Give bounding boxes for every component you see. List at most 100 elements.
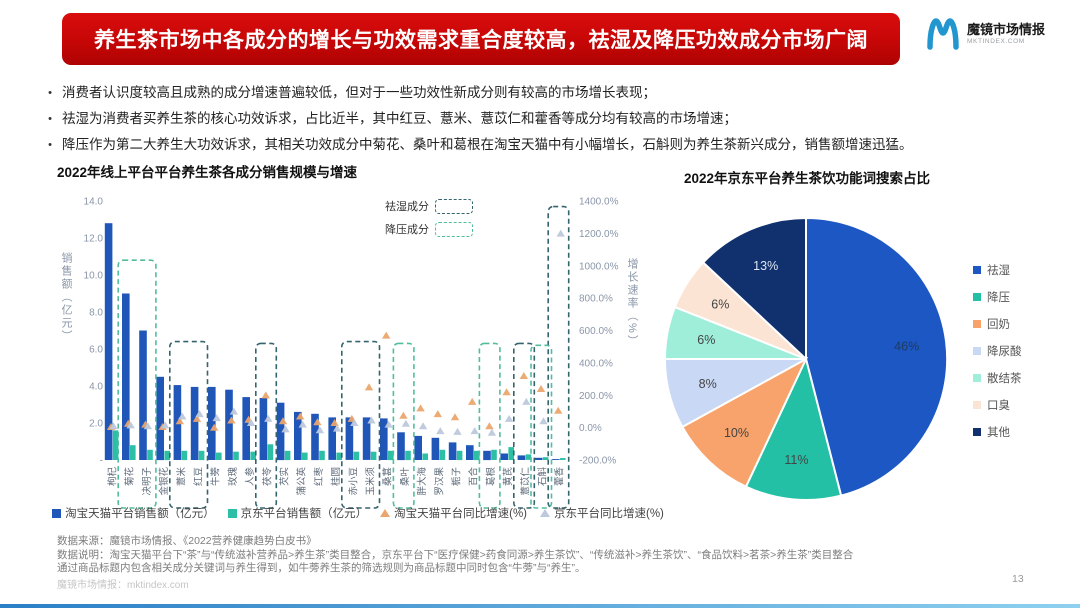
- legend-square-icon: [973, 292, 981, 301]
- source-line: 数据说明：淘宝天猫平台下“茶”与“传统滋补营养品>养生茶”类目整合，京东平台下“…: [57, 548, 854, 561]
- svg-text:藿香: 藿香: [554, 467, 566, 487]
- svg-text:10%: 10%: [724, 426, 749, 440]
- svg-text:14.0: 14.0: [84, 197, 104, 208]
- svg-text:12.0: 12.0: [84, 234, 104, 245]
- svg-text:8%: 8%: [699, 377, 717, 391]
- data-source-notes: 数据来源：魔镜市场情报、《2022营养健康趋势白皮书》 数据说明：淘宝天猫平台下…: [57, 535, 1052, 576]
- pie-legend-item: 其他: [973, 418, 1022, 445]
- legend-label: 淘宝天猫平台销售额（亿元）: [65, 508, 215, 520]
- bar-chart-legend: 淘宝天猫平台销售额（亿元） 京东平台销售额（亿元） 淘宝天猫平台同比增速(%) 京东平…: [52, 505, 664, 521]
- pie-legend-item: 降压: [973, 283, 1022, 310]
- svg-text:600.0%: 600.0%: [579, 326, 613, 337]
- bullet-item: • 降压作为第二大养生大功效诉求，其相关功效成分中菊花、桑叶和葛根在淘宝天猫中有…: [38, 136, 1050, 154]
- pie-chart-legend: 祛湿降压回奶降尿酸散结茶 口臭其他: [973, 256, 1022, 445]
- legend-square-icon: [52, 508, 62, 518]
- legend-label: 京东平台销售额（亿元）: [240, 508, 368, 520]
- legend-square-icon: [973, 373, 981, 382]
- bar-chart: 14.0 12.0 10.0 8.0 6.0 4.0 2.0 - 1400.0% 1200.0% 1…: [84, 197, 619, 509]
- svg-text:薏苡仁: 薏苡仁: [519, 467, 531, 496]
- bottom-accent-line: [0, 604, 1080, 608]
- legend-label: 其他: [987, 426, 1010, 439]
- pie-legend-item: 口臭: [973, 391, 1022, 418]
- footer-watermark: 魔镜市场情报：mktindex.com: [57, 580, 189, 591]
- svg-text:蒲公英: 蒲公英: [296, 467, 308, 496]
- legend-label: 回奶: [987, 318, 1010, 331]
- bar-right-axis-name: 增长速率（%）: [626, 258, 638, 348]
- svg-text:红豆: 红豆: [193, 467, 205, 486]
- bar-legend-item: 淘宝天猫平台同比增速(%): [380, 505, 527, 521]
- svg-text:1200.0%: 1200.0%: [579, 229, 619, 240]
- svg-text:赤小豆: 赤小豆: [348, 467, 359, 496]
- summary-bullets: • 消费者认识度较高且成熟的成分增速普遍较低，但对于一些功效性新成分则有较高的市…: [38, 84, 1050, 162]
- svg-text:菊花: 菊花: [124, 467, 136, 487]
- bar-chart-title: 2022年线上平台平台养生茶各成分销售规模与增速: [57, 165, 358, 180]
- bar-left-axis-name: 销售额（亿元）: [60, 252, 72, 343]
- legend-square-icon: [973, 265, 981, 274]
- svg-text:玫瑰: 玫瑰: [227, 467, 239, 487]
- bullet-item: • 祛湿为消费者买养生茶的核心功效诉求，占比近半，其中红豆、薏米、薏苡仁和藿香等…: [38, 110, 1050, 128]
- svg-text:1400.0%: 1400.0%: [579, 197, 619, 208]
- qushi-dashed-box-icon: [435, 198, 473, 214]
- pie-legend-item: 散结茶: [973, 364, 1022, 391]
- anno-jiangya-label: 降压成分: [385, 224, 429, 236]
- bullet-dot-icon: •: [48, 113, 52, 125]
- legend-label: 降压: [987, 291, 1010, 304]
- svg-text:葛根: 葛根: [485, 467, 497, 487]
- logo-name: 魔镜市场情报: [967, 21, 1046, 37]
- bar-legend-item: 京东平台同比增速(%): [540, 505, 664, 521]
- bullet-dot-icon: •: [48, 139, 52, 151]
- svg-text:枸杞: 枸杞: [107, 467, 119, 487]
- bullet-text: 降压作为第二大养生大功效诉求，其相关功效成分中菊花、桑叶和葛根在淘宝天猫中有小幅…: [62, 137, 913, 152]
- logo-m-icon: [927, 18, 959, 50]
- source-line: 通过商品标题内包含相关成分关键词与养生得到，如牛蒡养生茶的筛选规则为商品标题中同…: [57, 562, 586, 574]
- svg-text:6%: 6%: [711, 298, 729, 312]
- logo-site: MKTINDEX.COM: [967, 38, 1025, 46]
- svg-text:牛蒡: 牛蒡: [210, 467, 222, 486]
- svg-text:10.0: 10.0: [84, 271, 104, 282]
- svg-text:黄芪: 黄芪: [502, 467, 514, 487]
- legend-label: 降尿酸: [987, 345, 1022, 358]
- svg-text:桑葚: 桑葚: [382, 467, 394, 487]
- svg-text:1000.0%: 1000.0%: [579, 261, 619, 272]
- brand-logo: 魔镜市场情报 MKTINDEX.COM: [926, 18, 1045, 50]
- svg-text:桑叶: 桑叶: [400, 467, 411, 487]
- anno-legend-jiangya: 降压成分: [385, 221, 473, 237]
- svg-text:胖大海: 胖大海: [416, 467, 428, 496]
- legend-square-icon: [973, 427, 981, 436]
- pie-legend-item: 降尿酸: [973, 337, 1022, 364]
- source-line: 数据来源：魔镜市场情报、《2022营养健康趋势白皮书》: [57, 535, 317, 547]
- page-number: 13: [1012, 573, 1024, 585]
- bullet-text: 消费者认识度较高且成熟的成分增速普遍较低，但对于一些功效性新成分则有较高的市场增…: [62, 85, 656, 100]
- svg-text:茯苓: 茯苓: [261, 467, 273, 487]
- svg-text:200.0%: 200.0%: [579, 391, 613, 402]
- svg-text:6.0: 6.0: [89, 345, 103, 356]
- svg-text:红枣: 红枣: [313, 467, 325, 487]
- pie-legend-item: 回奶: [973, 310, 1022, 337]
- svg-text:-: -: [100, 456, 103, 467]
- bar-legend-item: 京东平台销售额（亿元）: [227, 505, 368, 521]
- svg-text:6%: 6%: [697, 333, 715, 347]
- svg-text:0.0%: 0.0%: [579, 423, 602, 434]
- logo-text: 魔镜市场情报 MKTINDEX.COM: [967, 22, 1045, 46]
- svg-text:芡实: 芡实: [279, 467, 291, 486]
- svg-text:13%: 13%: [753, 259, 778, 273]
- legend-triangle-icon: [540, 509, 550, 517]
- legend-label: 淘宝天猫平台同比增速(%): [394, 508, 527, 520]
- bullet-item: • 消费者认识度较高且成熟的成分增速普遍较低，但对于一些功效性新成分则有较高的市…: [38, 84, 1050, 102]
- legend-square-icon: [973, 346, 981, 355]
- pie-legend-item: 祛湿: [973, 256, 1022, 283]
- legend-label: 祛湿: [987, 264, 1010, 277]
- svg-text:400.0%: 400.0%: [579, 358, 613, 369]
- bullet-text: 祛湿为消费者买养生茶的核心功效诉求，占比近半，其中红豆、薏米、薏苡仁和藿香等成分…: [62, 111, 737, 126]
- pie-chart-title: 2022年京东平台养生茶饮功能词搜索占比: [683, 171, 931, 186]
- svg-text:800.0%: 800.0%: [579, 294, 613, 305]
- legend-square-icon: [973, 400, 981, 409]
- legend-square-icon: [973, 319, 981, 328]
- svg-text:桂圆: 桂圆: [330, 467, 342, 486]
- svg-text:决明子: 决明子: [141, 467, 153, 496]
- svg-text:薏米: 薏米: [175, 467, 187, 487]
- pie-chart: 46% 11% 10% 8% 6% 6% 13%: [663, 216, 949, 501]
- anno-legend-qushi: 祛湿成分: [385, 198, 473, 214]
- svg-text:46%: 46%: [894, 339, 919, 353]
- title-banner: 养生茶市场中各成分的增长与功效需求重合度较高，祛湿及降压功效成分市场广阔: [62, 13, 900, 65]
